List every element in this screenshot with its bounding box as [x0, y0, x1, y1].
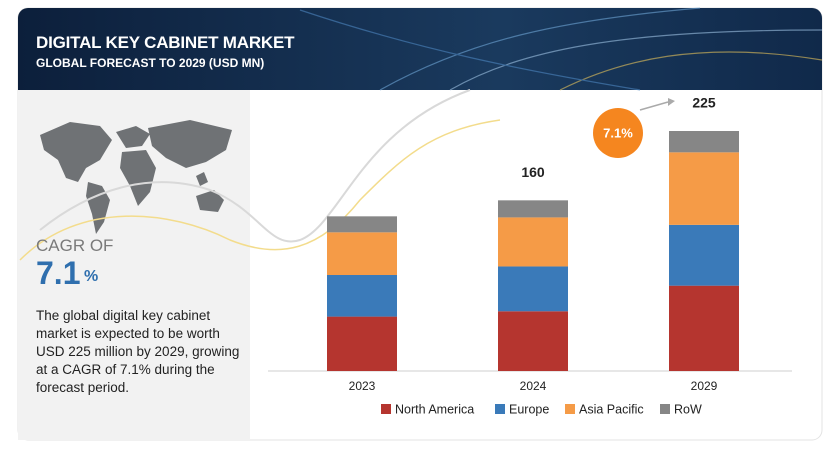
bar-segment — [327, 216, 397, 233]
cagr-label: CAGR OF — [36, 236, 114, 255]
cagr-badge-label: 7.1% — [603, 125, 633, 140]
world-map — [40, 120, 232, 234]
title: DIGITAL KEY CABINET MARKET — [36, 33, 295, 52]
legend-label: Asia Pacific — [579, 402, 644, 416]
swooshes — [19, 89, 501, 261]
header-streaks — [299, 7, 823, 91]
subtitle: GLOBAL FORECAST TO 2029 (USD MN) — [36, 56, 265, 70]
total-label: 160 — [521, 164, 545, 180]
x-tick-label: 2024 — [520, 379, 547, 393]
cagr-value: 7.1 — [36, 255, 81, 291]
bar-segment — [327, 316, 397, 371]
cagr-unit: % — [84, 268, 99, 285]
bar-segment — [327, 232, 397, 275]
bar-segment — [498, 200, 568, 218]
header — [18, 8, 822, 90]
legend-label: North America — [395, 402, 474, 416]
bar-segment — [498, 217, 568, 267]
legend-label: RoW — [674, 402, 702, 416]
bar-segment — [498, 266, 568, 312]
legend-swatch — [660, 404, 670, 414]
legend-label: Europe — [509, 402, 549, 416]
bar-segment — [669, 152, 739, 225]
bar-segment — [327, 275, 397, 317]
cagr-badge — [593, 108, 643, 158]
bar-segment — [669, 285, 739, 371]
legend-swatch — [495, 404, 505, 414]
growth-arrowhead — [668, 98, 675, 106]
x-tick-label: 2023 — [349, 379, 376, 393]
bar-segment — [669, 131, 739, 153]
legend-swatch — [381, 404, 391, 414]
bar-segment — [669, 224, 739, 286]
bar-segment — [498, 311, 568, 371]
description: The global digital key cabinet market is… — [36, 308, 240, 395]
total-label: 225 — [692, 95, 716, 111]
x-tick-label: 2029 — [691, 379, 718, 393]
legend-swatch — [565, 404, 575, 414]
growth-arrow — [639, 101, 669, 111]
